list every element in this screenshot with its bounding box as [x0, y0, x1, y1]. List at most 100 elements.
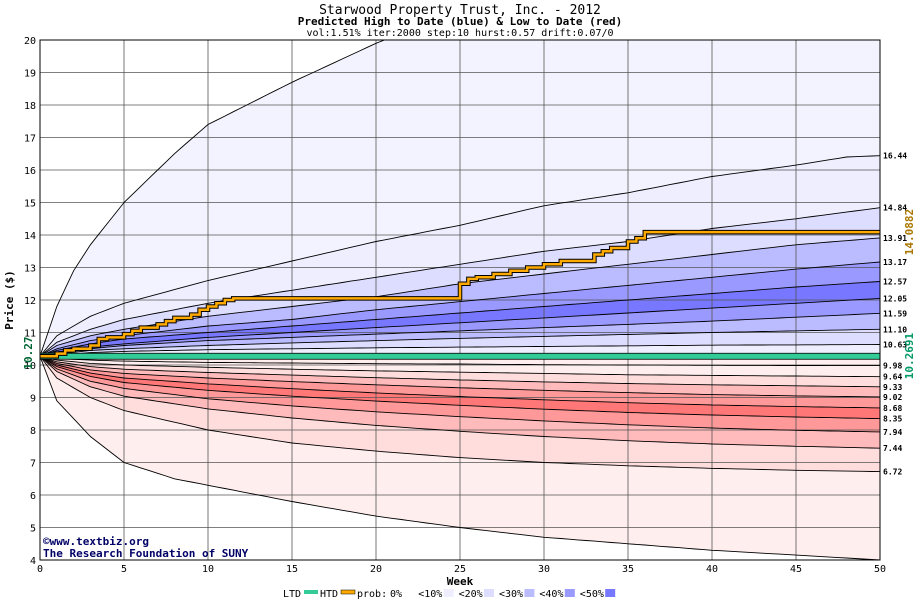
y-tick-label: 8: [30, 426, 36, 437]
low-band-1: [40, 356, 880, 387]
low-band-3: [40, 356, 880, 408]
low-end-value-label: 9.33: [883, 383, 902, 392]
legend-bin-swatch: [524, 589, 535, 597]
low-end-value-label: 8.35: [883, 415, 902, 424]
copyright-icon: ©: [43, 535, 50, 548]
low-end-value-label: 6.72: [883, 468, 902, 477]
high-end-value-label: 11.59: [883, 309, 907, 318]
legend-htd-label: HTD: [320, 589, 338, 600]
start-price-label: 10.27: [22, 336, 35, 369]
x-axis-label: Week: [447, 575, 474, 588]
high-end-value-label: 13.91: [883, 234, 907, 243]
legend-bin-label: <10%: [418, 589, 442, 600]
y-tick-label: 20: [24, 36, 36, 47]
ltd-series: [39, 352, 881, 360]
x-tick-label: 15: [286, 564, 298, 575]
legend-bin-label: <50%: [580, 589, 604, 600]
legend-bin-swatch: [564, 589, 575, 597]
plot-frame: [39, 39, 881, 561]
chart-subtitle: Predicted High to Date (blue) & Low to D…: [298, 15, 623, 28]
low-end-value-label: 7.94: [883, 428, 902, 437]
high-quantile-line-5: [39, 281, 881, 357]
y-tick-label: 17: [24, 134, 36, 145]
end-value-labels: 16.44 14.84 13.91 13.17 12.57 12.05 11.59 11.10…: [883, 152, 907, 477]
ltd-final-label: 10.2691: [903, 332, 916, 379]
y-tick-label: 16: [24, 166, 36, 177]
high-quantile-line-2: [39, 207, 881, 357]
legend-prob-label: prob:: [357, 589, 387, 600]
credit-org: The Research Foundation of SUNY: [43, 547, 249, 560]
low-quantile-line-9: [39, 356, 881, 561]
high-quantile-line-1: [39, 155, 881, 357]
legend-bin-swatch: [403, 589, 414, 597]
legend-ltd-label: LTD: [283, 589, 301, 600]
y-tick-label: 12: [24, 296, 36, 307]
high-end-value-label: 13.17: [883, 258, 907, 267]
x-tick-label: 45: [790, 564, 802, 575]
y-tick-label: 4: [30, 556, 36, 567]
x-axis-ticks: 0 5 10 15 20 25 30 35 40 45 50: [37, 564, 886, 575]
high-quantile-line-8: [39, 328, 881, 357]
high-quantile-line-7: [39, 312, 881, 357]
y-tick-label: 7: [30, 459, 36, 470]
y-tick-label: 13: [24, 264, 36, 275]
low-quantile-line-2: [39, 355, 881, 388]
credit-site-text: www.textbiz.org: [50, 535, 149, 548]
low-end-value-label: 7.44: [883, 444, 902, 453]
x-tick-label: 30: [538, 564, 550, 575]
legend-ltd-swatch: [304, 590, 318, 594]
low-end-value-label: 9.02: [883, 393, 902, 402]
high-end-value-label: 10.63: [883, 341, 907, 350]
legend-bin-label: <20%: [459, 589, 483, 600]
x-tick-label: 25: [454, 564, 466, 575]
chart-title: Starwood Property Trust, Inc. - 2012: [319, 3, 601, 18]
x-tick-label: 5: [121, 564, 127, 575]
legend-bin-label: <40%: [539, 589, 563, 600]
x-tick-label: 35: [622, 564, 634, 575]
y-tick-label: 5: [30, 524, 36, 535]
low-quantile-line-3: [39, 355, 881, 398]
low-end-value-label: 8.68: [883, 404, 902, 413]
low-band-2: [40, 356, 880, 397]
y-tick-label: 14: [24, 231, 36, 242]
x-tick-label: 0: [37, 564, 43, 575]
high-end-value-label: 12.05: [883, 294, 907, 303]
low-quantile-line-1: [39, 355, 881, 378]
x-tick-label: 20: [370, 564, 382, 575]
legend-bin-label: 0%: [390, 589, 402, 600]
low-end-value-label: 9.64: [883, 373, 902, 382]
low-quantile-line-0: [39, 355, 880, 367]
low-quantile-line-7: [39, 355, 881, 449]
htd-series: [40, 230, 880, 358]
y-tick-label: 9: [30, 394, 36, 405]
low-quantile-line-8: [39, 355, 881, 473]
low-quantile-line-6: [39, 355, 881, 433]
legend-bins: 0% <10% <20% <30% <40% <50%: [390, 589, 616, 600]
htd-final-label: 14.0882: [903, 209, 916, 255]
legend-bin-label: <30%: [499, 589, 523, 600]
legend-bin-swatch: [605, 589, 616, 597]
high-end-value-label: 11.10: [883, 325, 907, 334]
legend: LTD HTD prob: 0% <10% <20% <30% <40% <50%: [283, 589, 616, 600]
y-tick-label: 11: [24, 329, 36, 340]
high-quantile-line-4: [39, 261, 881, 357]
y-tick-label: 6: [30, 491, 36, 502]
x-tick-label: 10: [202, 564, 214, 575]
y-axis-ticks: 4 5 6 7 8 9 10 11 12 13 14 15 16 17 18 19 20: [24, 36, 36, 567]
high-quantile-line-6: [39, 297, 881, 357]
low-end-value-label: 9.98: [883, 362, 902, 371]
x-tick-label: 40: [706, 564, 718, 575]
y-tick-label: 18: [24, 101, 36, 112]
low-quantile-line-5: [39, 355, 881, 420]
y-axis-label: Price ($): [3, 270, 16, 330]
x-tick-label: 50: [874, 564, 886, 575]
legend-htd-swatch: [340, 589, 356, 595]
high-quantile-line-9: [39, 344, 881, 357]
y-tick-label: 15: [24, 199, 36, 210]
low-quantile-line-4: [39, 355, 881, 409]
credit-site: ©www.textbiz.org: [43, 535, 149, 548]
simulation-parameters: vol:1.51% iter:2000 step:10 hurst:0.57 d…: [306, 28, 613, 39]
legend-bin-swatch: [484, 589, 494, 597]
high-end-value-label: 14.84: [883, 204, 907, 213]
